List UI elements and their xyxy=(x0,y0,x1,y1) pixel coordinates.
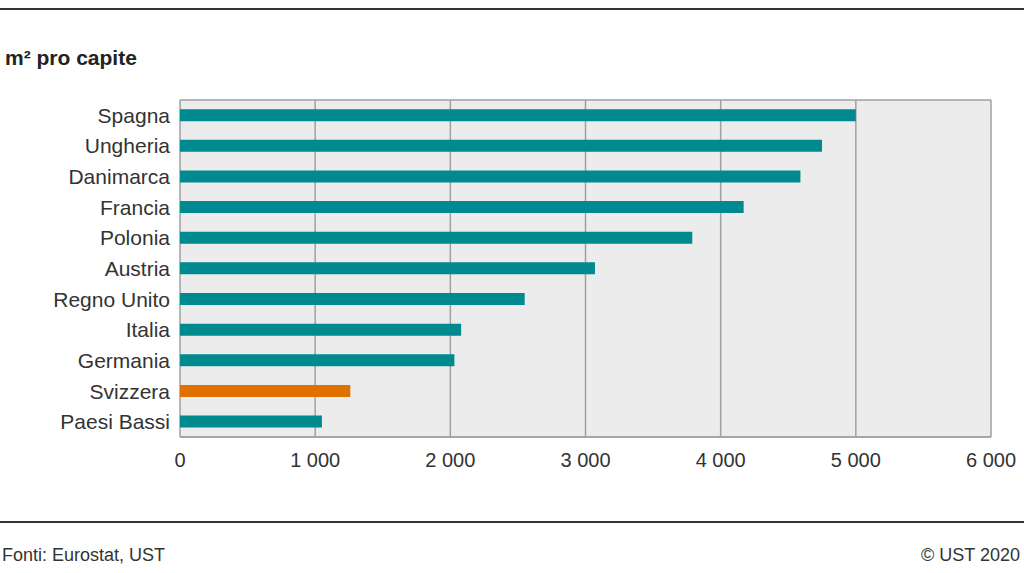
svg-text:6 000: 6 000 xyxy=(966,449,1016,471)
svg-text:5 000: 5 000 xyxy=(831,449,881,471)
svg-text:Danimarca: Danimarca xyxy=(68,165,170,188)
svg-text:Austria: Austria xyxy=(105,257,171,280)
svg-text:Germania: Germania xyxy=(78,349,171,372)
svg-text:Polonia: Polonia xyxy=(100,226,170,249)
svg-text:3 000: 3 000 xyxy=(560,449,610,471)
svg-text:Svizzera: Svizzera xyxy=(89,380,170,403)
html-text:m² pro capite: m² pro capite xyxy=(5,46,137,69)
svg-text:Regno Unito: Regno Unito xyxy=(53,288,170,311)
svg-text:2 000: 2 000 xyxy=(425,449,475,471)
svg-text:Paesi Bassi: Paesi Bassi xyxy=(60,410,170,433)
svg-text:1 000: 1 000 xyxy=(290,449,340,471)
svg-text:Francia: Francia xyxy=(100,196,170,219)
svg-text:Spagna: Spagna xyxy=(98,104,171,127)
html-text:© UST 2020: © UST 2020 xyxy=(921,545,1020,565)
svg-text:Italia: Italia xyxy=(126,318,171,341)
html-text:Fonti: Eurostat, UST: Fonti: Eurostat, UST xyxy=(2,545,166,565)
svg-text:4 000: 4 000 xyxy=(696,449,746,471)
svg-text:Ungheria: Ungheria xyxy=(85,134,171,157)
svg-text:0: 0 xyxy=(174,449,185,471)
